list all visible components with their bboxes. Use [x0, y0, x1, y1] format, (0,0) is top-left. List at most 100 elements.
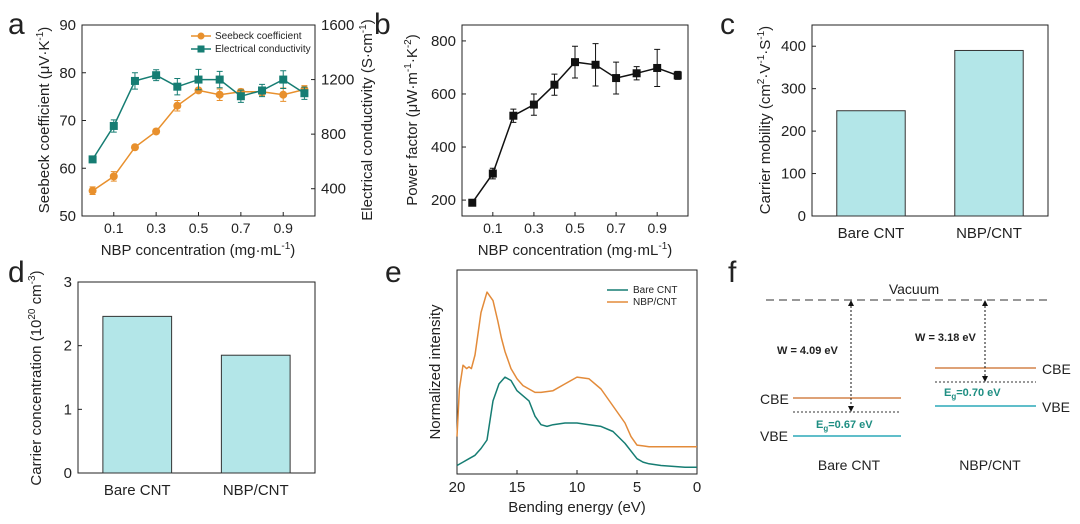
- legend-conductivity-marker: [197, 45, 205, 53]
- a-seebeck-point: [194, 86, 203, 95]
- d-ytick-label: 1: [64, 401, 72, 418]
- panel-e-legend: Bare CNT NBP/CNT: [607, 285, 677, 308]
- b-power-factor-point: [529, 100, 538, 109]
- nbp-cnt-w-arrowheads: [982, 300, 988, 382]
- panel-c-ticks: 0 100 200 300 400 Bare CNT NBP/CNT: [781, 38, 1022, 242]
- e-spectrum-line-0: [456, 376, 697, 468]
- panel-b-ylabel: Power factor (μW·m-1·K-2): [403, 34, 421, 205]
- d-bar: [220, 354, 291, 474]
- e-xtick-label: 5: [633, 479, 641, 496]
- legend-seebeck-marker: [197, 32, 205, 40]
- c-ytick-label: 100: [781, 166, 806, 183]
- panel-c: c 0 100 200 300 400 Bare CNT NBP/CNT Carrier m…: [720, 8, 1049, 242]
- a-ytick-label: 70: [59, 113, 76, 130]
- panel-e-ylabel: Normalized intensity: [427, 304, 444, 440]
- panel-c-frame: [811, 24, 1049, 217]
- a-xtick-label: 0.3: [146, 220, 166, 236]
- a-seebeck-point: [173, 101, 182, 110]
- panel-d-ylabel: Carrier concentration (1020 cm-3): [27, 270, 45, 485]
- legend-seebeck-label: Seebeck coefficient: [215, 31, 302, 42]
- b-xtick-label: 0.9: [647, 220, 667, 236]
- b-xtick-label: 0.7: [606, 220, 626, 236]
- legend-conductivity-label: Electrical conductivity: [215, 44, 311, 55]
- c-category-label: NBP/CNT: [956, 225, 1022, 242]
- c-bar: [954, 49, 1024, 217]
- nbp-cnt-eg-label: Eg=0.70 eV: [944, 387, 1001, 401]
- c-ytick-label: 0: [798, 208, 806, 225]
- nbp-cnt-cbe-label: CBE: [1042, 361, 1071, 377]
- d-ytick-label: 2: [64, 338, 72, 355]
- a-seebeck-point: [152, 127, 161, 136]
- a-ytick2-label: 1600: [321, 17, 354, 34]
- panel-b-ticks: 0.1 0.3 0.5 0.7 0.9 200 400 600 800: [431, 33, 667, 236]
- a-conductivity-point: [173, 82, 182, 91]
- a-ytick-label: 80: [59, 65, 76, 82]
- a-conductivity-point: [236, 92, 245, 101]
- panel-d-ticks: 0 1 2 3 Bare CNT NBP/CNT: [64, 274, 289, 499]
- panel-a-marks: [88, 68, 309, 196]
- panel-b-xlabel: NBP concentration (mg·mL-1): [478, 241, 673, 259]
- bare-cnt-vbe-label: VBE: [760, 428, 788, 444]
- d-bar: [102, 315, 173, 474]
- a-ytick-label: 60: [59, 160, 76, 177]
- panel-e-marks: [456, 291, 697, 468]
- panel-e-xlabel: Bending energy (eV): [508, 499, 646, 516]
- c-ytick-label: 400: [781, 38, 806, 55]
- a-seebeck-point: [88, 186, 97, 195]
- b-power-factor-point: [653, 63, 662, 72]
- a-ytick2-label: 800: [321, 126, 346, 143]
- b-power-factor-point: [550, 80, 559, 89]
- a-seebeck-point: [130, 143, 139, 152]
- bare-cnt-name-label: Bare CNT: [818, 457, 881, 473]
- panel-a-ylabel2: Electrical conductivity (S·cm-1): [358, 19, 376, 220]
- c-ytick-label: 300: [781, 81, 806, 98]
- a-ytick-label: 50: [59, 208, 76, 225]
- a-conductivity-point: [130, 76, 139, 85]
- d-ytick-label: 0: [64, 465, 72, 482]
- nbp-cnt-vbe-label: VBE: [1042, 399, 1070, 415]
- b-power-factor-point: [591, 60, 600, 69]
- a-xtick-label: 0.1: [104, 220, 124, 236]
- a-xtick-label: 0.7: [231, 220, 251, 236]
- panel-e-label: e: [385, 256, 402, 289]
- panel-a-ylabel: Seebeck coefficient (μV·K-1): [35, 27, 53, 214]
- nbp-cnt-name-label: NBP/CNT: [959, 457, 1021, 473]
- vacuum-label: Vacuum: [889, 281, 939, 297]
- panel-c-marks: [836, 49, 1024, 217]
- b-power-factor-line: [471, 61, 678, 204]
- panel-f-label: f: [728, 256, 737, 289]
- b-ytick-label: 800: [431, 33, 456, 50]
- panel-d: d 0 1 2 3 Bare CNT NBP/CNT Carrier concentrat…: [8, 256, 316, 499]
- a-conductivity-point: [215, 75, 224, 84]
- panel-b-marks: [468, 43, 682, 207]
- panel-b: b 0.1 0.3 0.5 0.7 0.9 200 400 600 800 NBP concen…: [374, 8, 689, 259]
- a-conductivity-point: [194, 75, 203, 84]
- panel-a-xlabel: NBP concentration (mg·mL-1): [101, 241, 296, 259]
- e-xtick-label: 10: [569, 479, 586, 496]
- b-xtick-label: 0.1: [483, 220, 503, 236]
- c-category-label: Bare CNT: [838, 225, 905, 242]
- a-conductivity-point: [258, 86, 267, 95]
- panel-b-label: b: [374, 8, 391, 41]
- d-ytick-label: 3: [64, 274, 72, 291]
- a-conductivity-point: [109, 121, 118, 130]
- b-power-factor-point: [632, 69, 641, 78]
- bare-cnt-cbe-label: CBE: [760, 391, 789, 407]
- a-ytick2-label: 400: [321, 181, 346, 198]
- e-xtick-label: 15: [509, 479, 526, 496]
- panel-c-ylabel: Carrier mobility (cm2·V-1·S-1): [756, 26, 774, 214]
- a-conductivity-point: [279, 75, 288, 84]
- b-ytick-label: 200: [431, 192, 456, 209]
- a-seebeck-point: [109, 172, 118, 181]
- panel-a-ticks: 0.1 0.3 0.5 0.7 0.9 50 60 70 80 90 400 800 1200 1600: [59, 17, 354, 236]
- panel-d-label: d: [8, 256, 25, 289]
- panel-e-ticks: 20 15 10 5 0: [449, 470, 701, 496]
- legend-bare-cnt-label: Bare CNT: [633, 285, 677, 296]
- e-xtick-label: 20: [449, 479, 466, 496]
- b-power-factor-point: [468, 198, 477, 207]
- panel-c-label: c: [720, 8, 735, 41]
- nbp-cnt-w-label: W = 3.18 eV: [915, 332, 977, 344]
- a-conductivity-point: [152, 71, 161, 80]
- b-ytick-label: 600: [431, 86, 456, 103]
